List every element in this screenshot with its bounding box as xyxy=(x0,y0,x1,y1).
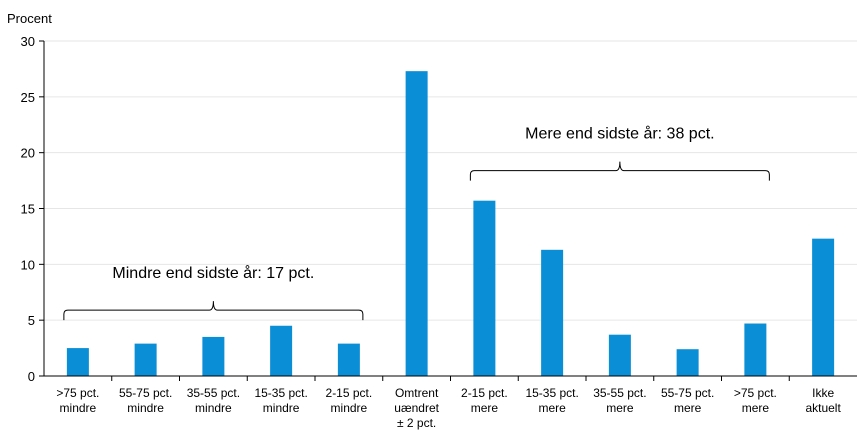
y-tick-label: 25 xyxy=(21,90,35,105)
x-tick-label: 35-55 pct. mindre xyxy=(187,386,240,415)
bar xyxy=(405,71,428,377)
y-tick-label: 20 xyxy=(21,146,35,161)
bar xyxy=(66,348,89,376)
bar xyxy=(270,325,293,376)
bar xyxy=(608,334,631,376)
x-tick-label: 55-75 pct. mere xyxy=(661,386,714,415)
x-tick-label: 15-35 pct. mindre xyxy=(254,386,307,415)
y-axis-label: Procent xyxy=(7,11,52,26)
y-tick-label: 5 xyxy=(28,313,35,328)
bars xyxy=(66,71,835,377)
x-tick-label: 2-15 pct. mere xyxy=(461,386,508,415)
x-tick-label: 2-15 pct. mindre xyxy=(326,386,373,415)
axes: 0 5 10 15 20 25 30 >75 pct. mindre 55-75 pct. mind… xyxy=(21,34,857,430)
x-tick-label: 55-75 pct. mindre xyxy=(119,386,172,415)
x-tick-label: 15-35 pct. mere xyxy=(525,386,578,415)
annotation-label: Mere end sidste år: 38 pct. xyxy=(525,125,714,143)
bar xyxy=(812,238,835,376)
annotations: Mindre end sidste år: 17 pct. Mere end si… xyxy=(63,125,770,321)
x-tick-label: >75 pct. mindre xyxy=(56,386,99,415)
y-tick-label: 0 xyxy=(28,369,35,384)
bar xyxy=(541,249,564,376)
bar xyxy=(473,200,496,376)
y-tick-label: 10 xyxy=(21,257,35,272)
annotation-bracket xyxy=(63,301,364,321)
bar xyxy=(744,323,767,376)
bar xyxy=(676,349,699,376)
x-tick-label: >75 pct. mere xyxy=(734,386,777,415)
annotation-label: Mindre end sidste år: 17 pct. xyxy=(112,264,314,282)
x-tick-label: Ikke aktuelt xyxy=(805,386,841,415)
y-tick-label: 15 xyxy=(21,202,35,217)
bar xyxy=(202,336,225,376)
annotation-bracket xyxy=(469,161,770,181)
bar xyxy=(337,343,360,376)
x-tick-label: Omtrent uændret ± 2 pct. xyxy=(394,386,439,430)
y-tick-label: 30 xyxy=(21,34,35,49)
bar xyxy=(134,343,157,376)
gridlines xyxy=(44,40,857,321)
x-tick-label: 35-55 pct. mere xyxy=(593,386,646,415)
